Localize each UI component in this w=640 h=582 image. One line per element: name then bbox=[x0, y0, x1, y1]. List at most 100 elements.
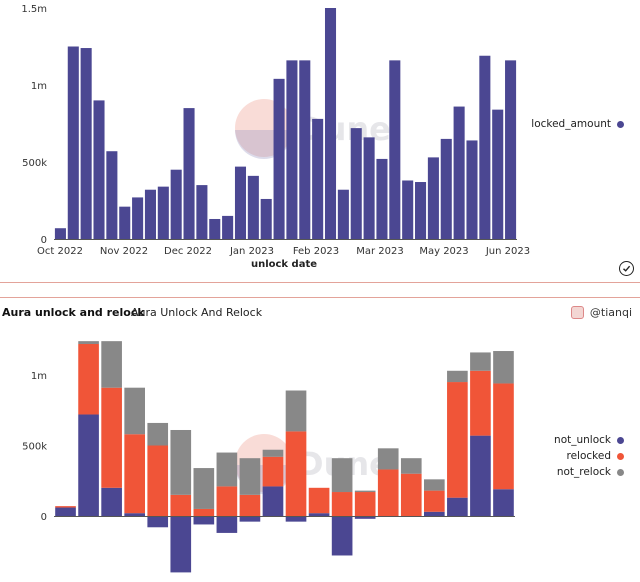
bar bbox=[106, 151, 118, 239]
bar-segment-not-relock bbox=[78, 341, 99, 344]
bar-segment-relocked bbox=[124, 434, 145, 514]
bar-segment-relocked bbox=[262, 456, 284, 487]
y-tick-label: 1m bbox=[31, 371, 47, 382]
bar-segment-relocked bbox=[400, 473, 422, 516]
bar-segment-relocked bbox=[193, 508, 215, 516]
bar bbox=[273, 78, 285, 239]
bar-segment-not-unlock bbox=[424, 511, 445, 516]
bar bbox=[132, 197, 144, 239]
legend-label: not_relock bbox=[556, 466, 611, 478]
bar-segment-not-relock bbox=[331, 458, 353, 493]
bar-segment-not-unlock bbox=[470, 435, 491, 516]
bar bbox=[260, 198, 272, 239]
bar-segment-relocked bbox=[354, 492, 376, 516]
bar-segment-relocked bbox=[170, 494, 192, 516]
bar bbox=[337, 189, 349, 239]
bar-segment-not-unlock bbox=[354, 516, 376, 519]
bar-segment-relocked bbox=[55, 506, 76, 508]
bar-segment-not-unlock bbox=[331, 516, 353, 556]
bar-segment-not-relock bbox=[447, 370, 468, 383]
chart-title[interactable]: Aura unlock and relock bbox=[2, 306, 145, 319]
bar bbox=[389, 60, 401, 239]
username: @tianqi bbox=[589, 306, 632, 319]
bar-segment-relocked bbox=[331, 492, 353, 516]
bar-segment-not-relock bbox=[147, 422, 169, 446]
top-chart-panel: Dune 0 500k 1m 1.5m Oct 2022 Nov 2022 Dec 2022 J… bbox=[0, 0, 640, 283]
bar-segment-not-unlock bbox=[493, 489, 514, 516]
bar-segment-relocked bbox=[424, 490, 445, 512]
bar bbox=[479, 55, 491, 239]
bar bbox=[144, 189, 156, 239]
bar bbox=[324, 8, 337, 239]
bar-segment-not-relock bbox=[493, 351, 514, 384]
bar bbox=[427, 157, 439, 239]
bar-segment-not-unlock bbox=[216, 516, 238, 533]
legend-marker bbox=[617, 468, 624, 476]
bar bbox=[170, 169, 182, 239]
y-tick-label: 1.5m bbox=[21, 4, 47, 15]
bar bbox=[247, 175, 259, 239]
y-tick-label: 500k bbox=[22, 158, 47, 169]
bar-segment-not-unlock bbox=[55, 507, 76, 516]
y-tick-label: 1m bbox=[31, 81, 47, 92]
bar-segment-not-relock bbox=[285, 390, 307, 432]
bar-segment-not-relock bbox=[239, 458, 261, 495]
bar-segment-not-relock bbox=[424, 479, 445, 491]
x-axis-title: unlock date bbox=[251, 259, 317, 270]
bar bbox=[196, 185, 208, 239]
bar bbox=[183, 108, 195, 239]
bar bbox=[67, 46, 79, 239]
bar-segment-not-unlock bbox=[262, 486, 284, 516]
legend-item-not-relock[interactable]: not_relock bbox=[554, 464, 624, 480]
legend-item-relocked[interactable]: relocked bbox=[554, 448, 624, 464]
bar-segment-not-relock bbox=[101, 341, 122, 388]
bar-segment-relocked bbox=[493, 383, 514, 490]
bar-segment-not-unlock bbox=[193, 516, 215, 525]
x-tick-label: Feb 2023 bbox=[293, 246, 339, 257]
chart-subtitle: Aura Unlock And Relock bbox=[131, 306, 263, 319]
bar-segment-relocked bbox=[377, 469, 399, 516]
bar-segment-not-unlock bbox=[124, 513, 145, 516]
bar-segment-not-unlock bbox=[101, 487, 122, 516]
legend-item-locked-amount[interactable]: locked_amount bbox=[531, 116, 624, 132]
legend-marker bbox=[617, 452, 624, 460]
bar bbox=[222, 215, 234, 239]
bar-segment-not-relock bbox=[170, 429, 192, 495]
y-tick-label: 0 bbox=[41, 512, 47, 523]
bar bbox=[415, 182, 427, 239]
x-tick-label: Jun 2023 bbox=[485, 246, 530, 257]
bar bbox=[157, 186, 169, 239]
bar bbox=[505, 60, 517, 239]
x-tick-label: Nov 2022 bbox=[100, 246, 148, 257]
bar-segment-not-relock bbox=[354, 490, 376, 493]
x-tick-label: Oct 2022 bbox=[37, 246, 83, 257]
avatar bbox=[570, 306, 584, 319]
bar-segment-relocked bbox=[308, 487, 330, 514]
bar-segment-not-unlock bbox=[308, 513, 330, 516]
bar-segment-not-unlock bbox=[285, 516, 307, 522]
bar bbox=[466, 140, 478, 239]
legend-marker bbox=[617, 436, 624, 444]
bar-segment-relocked bbox=[470, 370, 491, 436]
legend-item-not-unlock[interactable]: not_unlock bbox=[554, 432, 624, 448]
bar bbox=[286, 60, 298, 239]
check-circle-icon[interactable] bbox=[619, 261, 634, 276]
bar-segment-relocked bbox=[78, 343, 99, 415]
bar bbox=[312, 118, 324, 239]
bar bbox=[209, 218, 221, 239]
bar-segment-not-relock bbox=[377, 448, 399, 470]
chart-header: Aura unlock and relock Aura Unlock And R… bbox=[0, 306, 640, 324]
bar-segment-not-unlock bbox=[447, 497, 468, 516]
bottom-legend: not_unlock relocked not_relock bbox=[554, 432, 624, 480]
bar-segment-not-relock bbox=[470, 352, 491, 371]
user-link[interactable]: @tianqi bbox=[570, 306, 632, 319]
x-tick-label: Dec 2022 bbox=[164, 246, 212, 257]
bar-segment-not-relock bbox=[400, 458, 422, 474]
bar-segment-not-relock bbox=[193, 468, 215, 509]
bar bbox=[119, 206, 131, 239]
legend-label: locked_amount bbox=[531, 118, 611, 130]
bar-segment-not-unlock bbox=[78, 414, 99, 516]
bar bbox=[80, 48, 92, 239]
bar bbox=[453, 106, 465, 239]
y-tick-label: 0 bbox=[41, 235, 47, 246]
